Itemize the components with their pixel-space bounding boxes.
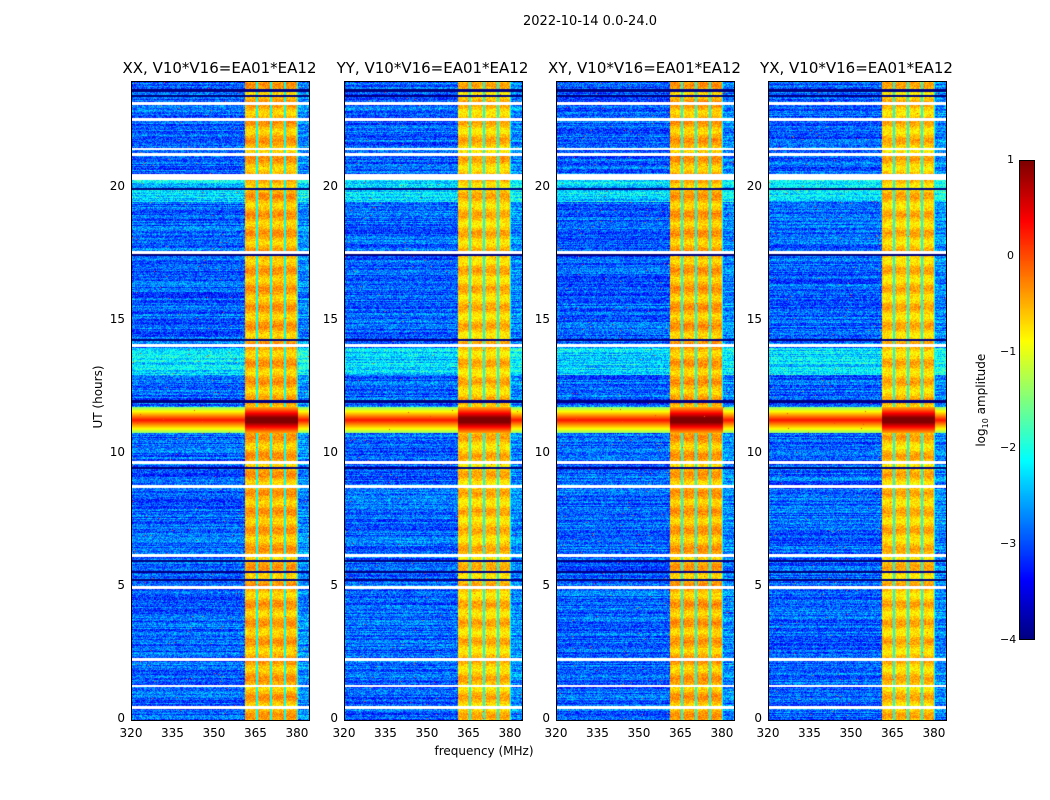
- x-tick-label: 320: [756, 726, 780, 740]
- panel-title: XX, V10*V16=EA01*EA12: [122, 59, 317, 77]
- x-tick-label: 365: [457, 726, 480, 740]
- y-axis-label: UT (hours): [91, 365, 105, 429]
- x-tick-label: 320: [544, 726, 568, 740]
- y-tick-label: 20: [746, 179, 762, 194]
- colorbar-tick-label: 1: [1007, 153, 1014, 166]
- figure-title: 2022-10-14 0.0-24.0: [523, 14, 657, 29]
- colorbar: [1019, 160, 1035, 640]
- x-tick-label: 350: [627, 726, 651, 740]
- x-tick-label: 365: [244, 726, 267, 740]
- x-tick-label: 350: [839, 726, 863, 740]
- y-tick-label: 5: [542, 578, 550, 593]
- y-tick-label: 5: [754, 578, 762, 593]
- spectrogram-heatmap: [131, 81, 310, 721]
- x-tick-label: 320: [119, 726, 143, 740]
- panel-title: XY, V10*V16=EA01*EA12: [548, 59, 741, 77]
- x-tick-label: 380: [710, 726, 734, 740]
- x-tick-label: 335: [586, 726, 609, 740]
- colorbar-tick-label: −4: [1000, 633, 1017, 646]
- spectrogram-heatmap: [768, 81, 947, 721]
- panel-title: YX, V10*V16=EA01*EA12: [760, 59, 953, 77]
- y-tick-label: 10: [322, 445, 338, 460]
- y-tick-label: 10: [534, 445, 550, 460]
- x-tick-label: 335: [161, 726, 184, 740]
- x-tick-label: 365: [881, 726, 904, 740]
- x-tick-label: 335: [798, 726, 821, 740]
- x-tick-label: 335: [374, 726, 397, 740]
- x-tick-label: 380: [922, 726, 946, 740]
- y-tick-label: 15: [746, 312, 762, 327]
- panel-2: XY, V10*V16=EA01*EA12 320 335 350 365 380 0 5 10…: [535, 59, 741, 740]
- y-tick-label: 0: [754, 711, 762, 725]
- spectrogram-heatmap: [344, 81, 523, 721]
- x-tick-label: 350: [415, 726, 439, 740]
- colorbar-label: log10 amplitude: [973, 353, 991, 447]
- panel-3: YX, V10*V16=EA01*EA12 320 335 350 365 380 0 5 10…: [747, 59, 953, 740]
- spectrogram-heatmap: [556, 81, 735, 721]
- panel-1: YY, V10*V16=EA01*EA12 320 335 350 365 380 0 5 10…: [323, 59, 529, 740]
- colorbar-tick-label: 0: [1007, 249, 1014, 262]
- y-tick-label: 0: [330, 711, 338, 725]
- y-tick-label: 0: [117, 711, 125, 725]
- x-tick-label: 350: [202, 726, 226, 740]
- y-tick-label: 10: [746, 445, 762, 460]
- colorbar-tick-label: −3: [1000, 537, 1017, 550]
- y-tick-label: 15: [534, 312, 550, 327]
- x-tick-label: 320: [332, 726, 356, 740]
- y-tick-label: 20: [109, 179, 125, 194]
- x-tick-label: 380: [285, 726, 309, 740]
- y-tick-label: 10: [109, 445, 125, 460]
- x-axis-label: frequency (MHz): [434, 744, 534, 758]
- colorbar-tick-label: −1: [1000, 345, 1017, 358]
- y-tick-label: 20: [322, 179, 338, 194]
- x-tick-label: 380: [498, 726, 522, 740]
- y-tick-label: 20: [534, 179, 550, 194]
- x-tick-label: 365: [669, 726, 692, 740]
- panel-title: YY, V10*V16=EA01*EA12: [336, 59, 529, 77]
- colorbar-tick-label: −2: [1000, 441, 1017, 454]
- y-tick-label: 0: [542, 711, 550, 725]
- y-tick-label: 5: [330, 578, 338, 593]
- panel-0: XX, V10*V16=EA01*EA12 320 335 350 365 380 0 5 10…: [110, 59, 317, 740]
- y-tick-label: 15: [322, 312, 338, 327]
- y-tick-label: 15: [109, 312, 125, 327]
- y-tick-label: 5: [117, 578, 125, 593]
